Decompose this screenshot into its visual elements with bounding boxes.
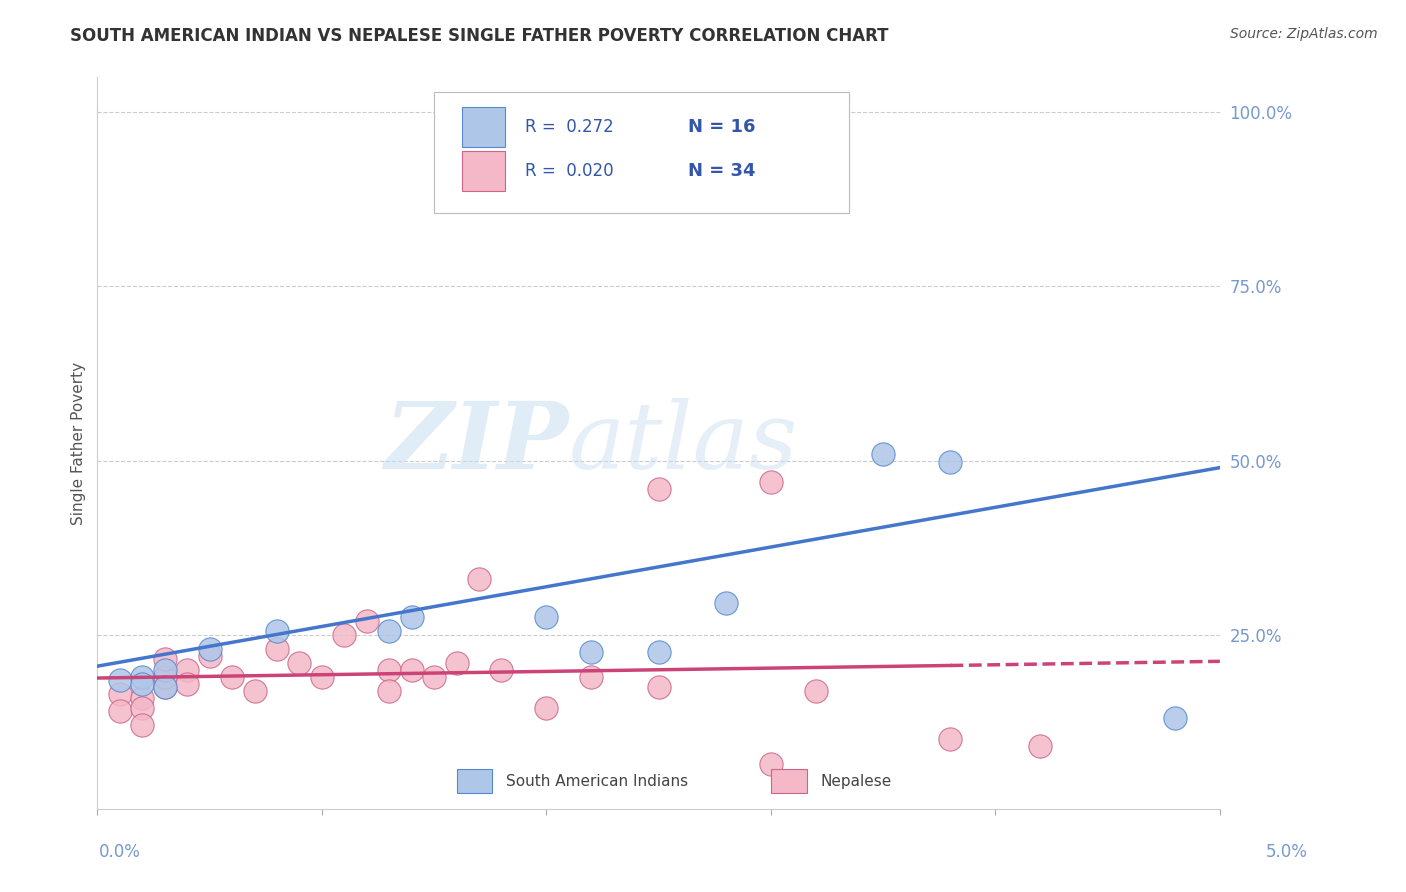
Point	[131, 690, 153, 705]
Point	[153, 680, 176, 694]
Bar	[463, 151, 505, 191]
Point	[243, 683, 266, 698]
Point	[131, 701, 153, 715]
Point	[221, 670, 243, 684]
Point	[198, 641, 221, 656]
Point	[939, 455, 962, 469]
Point	[759, 475, 782, 489]
Text: Source: ZipAtlas.com: Source: ZipAtlas.com	[1230, 27, 1378, 41]
Point	[468, 572, 491, 586]
Text: Nepalese: Nepalese	[820, 773, 891, 789]
Point	[423, 670, 446, 684]
FancyBboxPatch shape	[434, 92, 849, 213]
Point	[491, 663, 513, 677]
Point	[446, 656, 468, 670]
Point	[378, 663, 401, 677]
Text: N = 34: N = 34	[688, 162, 755, 180]
Point	[131, 670, 153, 684]
Point	[198, 648, 221, 663]
Text: N = 16: N = 16	[688, 118, 755, 136]
Point	[378, 624, 401, 639]
Text: 0.0%: 0.0%	[98, 843, 141, 861]
Point	[356, 614, 378, 628]
Point	[581, 670, 603, 684]
Text: 5.0%: 5.0%	[1265, 843, 1308, 861]
Point	[401, 610, 423, 624]
Text: atlas: atlas	[569, 398, 799, 488]
Point	[939, 732, 962, 747]
Text: ZIP: ZIP	[385, 398, 569, 488]
Point	[647, 482, 669, 496]
Point	[108, 673, 131, 687]
Point	[804, 683, 827, 698]
Point	[176, 676, 198, 690]
Point	[153, 680, 176, 694]
Point	[153, 652, 176, 666]
Point	[536, 610, 558, 624]
Point	[647, 680, 669, 694]
Bar	[770, 770, 807, 793]
Point	[311, 670, 333, 684]
Point	[131, 676, 153, 690]
Bar	[457, 770, 492, 793]
Y-axis label: Single Father Poverty: Single Father Poverty	[72, 361, 86, 524]
Point	[647, 645, 669, 659]
Point	[872, 447, 894, 461]
Point	[266, 641, 288, 656]
Text: R =  0.272: R = 0.272	[524, 118, 614, 136]
Point	[153, 670, 176, 684]
Point	[153, 663, 176, 677]
Point	[378, 683, 401, 698]
Point	[131, 718, 153, 732]
Point	[759, 756, 782, 771]
Point	[176, 663, 198, 677]
Point	[108, 687, 131, 701]
Point	[333, 628, 356, 642]
Point	[536, 701, 558, 715]
Point	[266, 624, 288, 639]
Bar	[463, 107, 505, 147]
Point	[581, 645, 603, 659]
Point	[714, 597, 737, 611]
Point	[108, 705, 131, 719]
Point	[288, 656, 311, 670]
Point	[1164, 711, 1187, 725]
Text: SOUTH AMERICAN INDIAN VS NEPALESE SINGLE FATHER POVERTY CORRELATION CHART: SOUTH AMERICAN INDIAN VS NEPALESE SINGLE…	[70, 27, 889, 45]
Text: South American Indians: South American Indians	[506, 773, 688, 789]
Text: R =  0.020: R = 0.020	[524, 162, 613, 180]
Point	[1029, 739, 1052, 754]
Point	[401, 663, 423, 677]
